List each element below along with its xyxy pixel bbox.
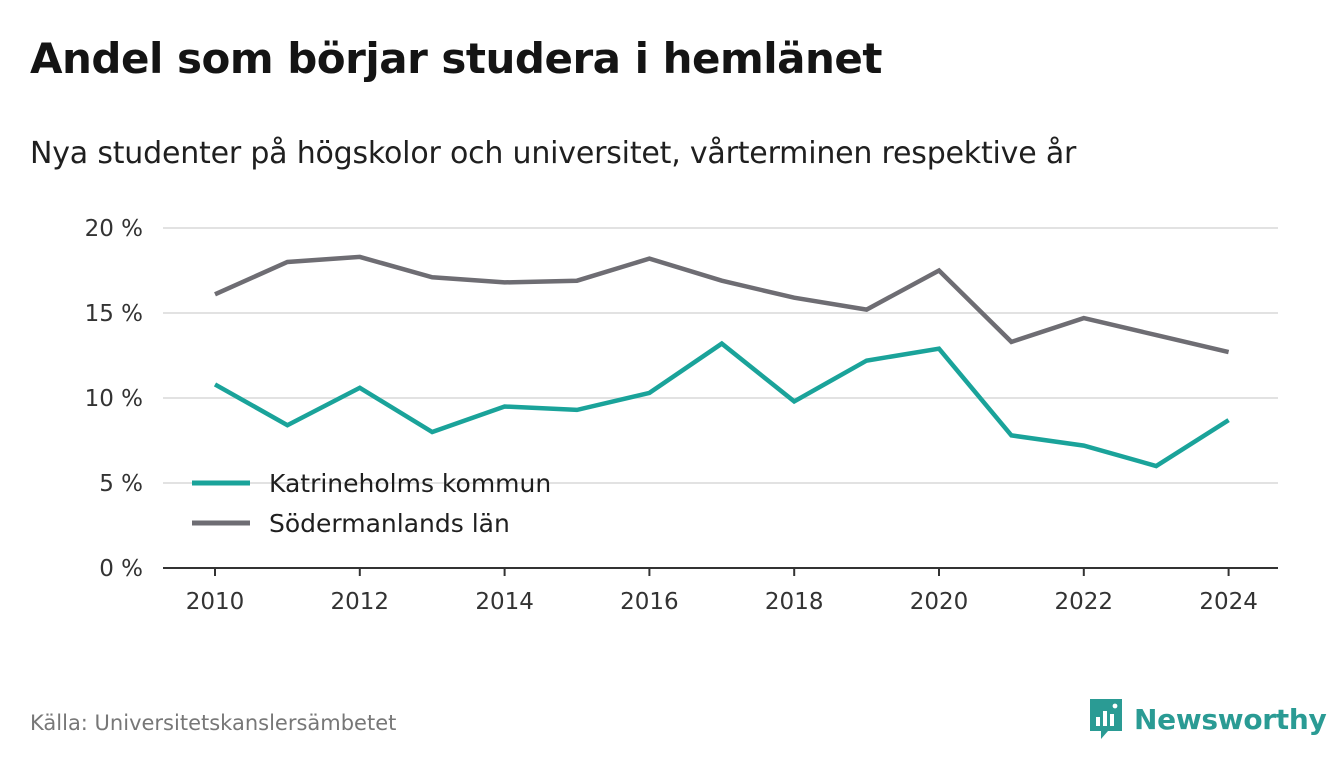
- chart-title: Andel som börjar studera i hemlänet: [30, 34, 883, 83]
- line-chart: 0 %5 %10 %15 %20 % 2010 2012 2014 2016 2018 2…: [85, 216, 1278, 615]
- legend-label: Katrineholms kommun: [269, 469, 551, 498]
- x-tick-label: 2014: [475, 589, 534, 615]
- brand-name: Newsworthy: [1134, 702, 1327, 736]
- chart-subtitle: Nya studenter på högskolor och universit…: [30, 136, 1077, 171]
- y-axis-ticks: 0 % 5 % 10 % 15 % 20 %: [85, 216, 143, 582]
- x-tick-label: 2012: [331, 589, 390, 615]
- legend: Katrineholms kommun Södermanlands län: [192, 469, 551, 538]
- x-tick-label: 2016: [620, 589, 679, 615]
- x-tick-label: 2024: [1199, 589, 1258, 615]
- gridlines: [163, 227, 1278, 484]
- series-line-1: [214, 254, 1230, 355]
- y-tick-label: 5 %: [99, 471, 143, 497]
- series-line-0: [213, 340, 1230, 469]
- y-tick-label: 10 %: [85, 386, 143, 412]
- x-tick-label: 2018: [765, 589, 824, 615]
- x-axis: 2010 2012 2014 2016 2018 2020 2022 2024: [163, 567, 1278, 615]
- newsworthy-logo-icon: [1090, 699, 1122, 739]
- y-tick-label: 20 %: [85, 216, 143, 242]
- legend-label: Södermanlands län: [269, 509, 510, 538]
- source-note: Källa: Universitetskanslersämbetet: [30, 711, 397, 735]
- x-tick-label: 2010: [186, 589, 245, 615]
- x-tick-label: 2022: [1055, 589, 1114, 615]
- brand-logo[interactable]: Newsworthy: [1088, 697, 1327, 741]
- x-tick-label: 2020: [910, 589, 969, 615]
- series-lines: [213, 254, 1230, 469]
- y-tick-label: 0 %: [99, 556, 143, 582]
- y-tick-label: 15 %: [85, 301, 143, 327]
